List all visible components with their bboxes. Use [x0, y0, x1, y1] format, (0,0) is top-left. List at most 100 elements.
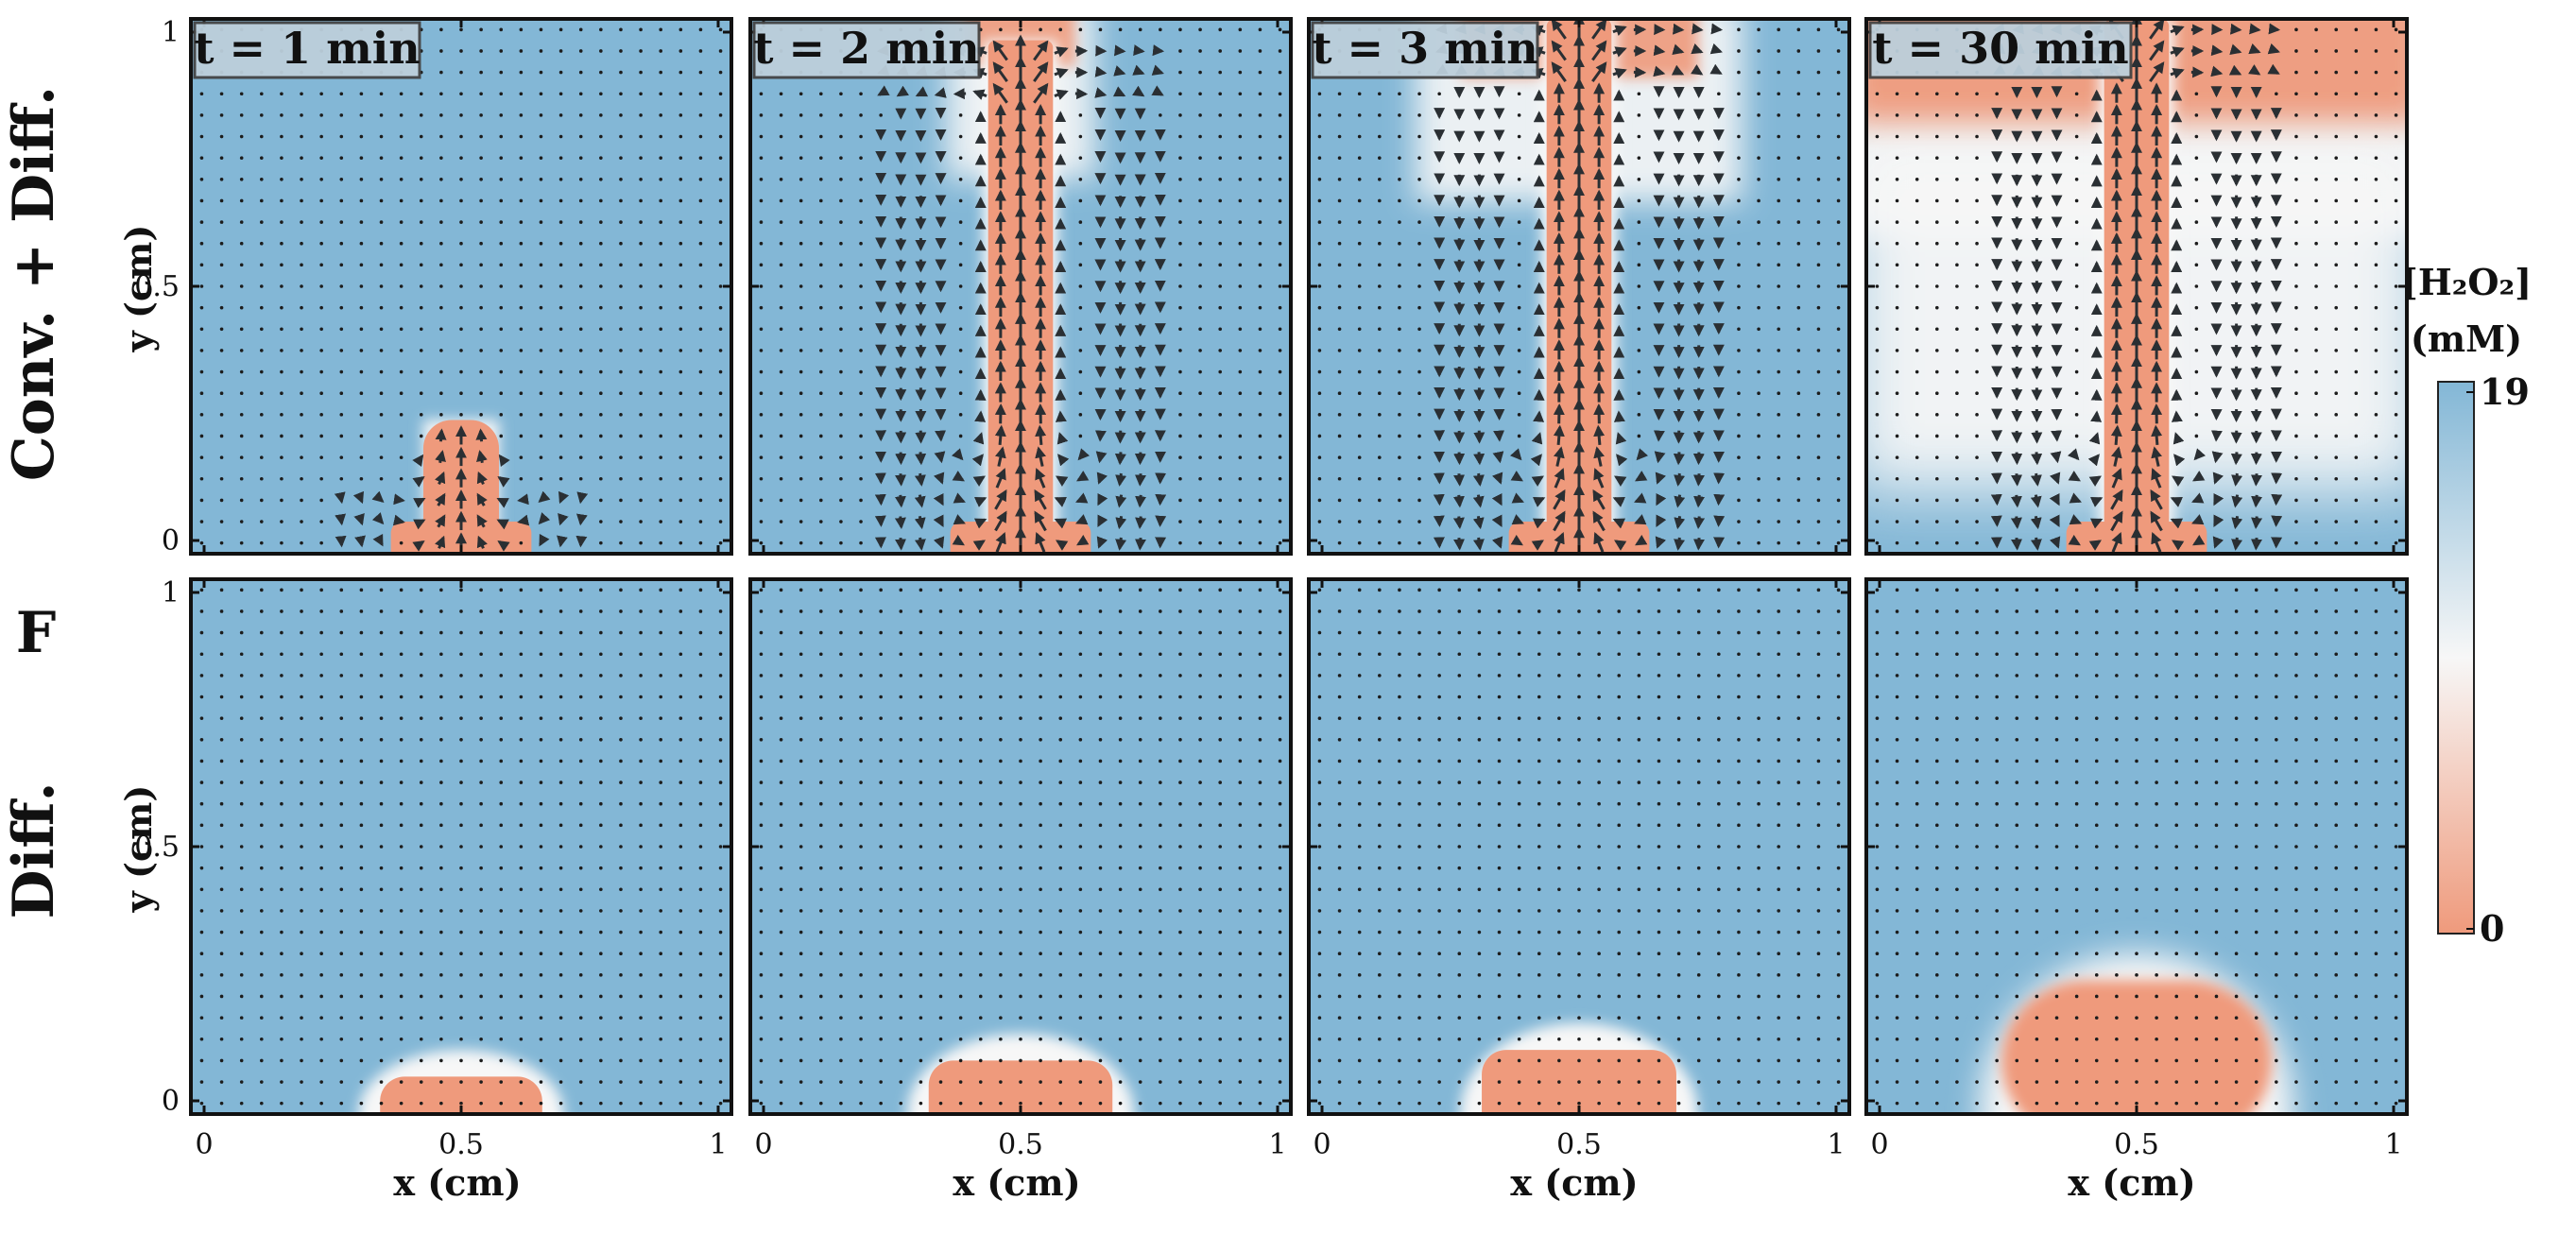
velocity-dot [239, 1016, 244, 1020]
velocity-dot [2374, 178, 2379, 181]
velocity-dot [1717, 674, 1721, 678]
velocity-dot [239, 349, 244, 352]
velocity-dot [439, 930, 443, 935]
velocity-dot [1497, 866, 1502, 870]
velocity-dot [1757, 588, 1760, 592]
velocity-dot [558, 609, 563, 613]
velocity-dot [1875, 369, 1880, 374]
velocity-dot [1517, 241, 1521, 246]
velocity-dot [379, 695, 384, 699]
velocity-dot [1437, 952, 1441, 955]
velocity-dot [1875, 178, 1880, 181]
velocity-dot [1078, 630, 1083, 635]
velocity-dot [859, 520, 863, 523]
velocity-dot [1757, 134, 1760, 139]
velocity-dot [859, 1101, 863, 1106]
velocity-dot [1895, 780, 1899, 784]
velocity-dot [1637, 434, 1641, 438]
velocity-dot [499, 1016, 504, 1020]
velocity-dot [479, 759, 483, 763]
velocity-dot [1975, 92, 1979, 96]
velocity-dot [419, 845, 423, 849]
velocity-dot [1517, 198, 1521, 203]
velocity-dot [1557, 1037, 1561, 1041]
velocity-dot [439, 49, 443, 53]
velocity-dot [199, 695, 204, 699]
velocity-arrow [1531, 540, 1544, 551]
velocity-dot [1238, 1080, 1243, 1084]
velocity-dot [1816, 1058, 1821, 1063]
velocity-dot [359, 759, 364, 763]
velocity-dot [659, 391, 662, 396]
velocity-dot [759, 263, 764, 267]
velocity-dot [1517, 349, 1521, 352]
velocity-dot [2334, 284, 2338, 288]
velocity-arrow [1094, 87, 1108, 98]
velocity-dot [2334, 540, 2338, 545]
velocity-arrow [1591, 40, 1607, 61]
velocity-dot [359, 327, 364, 332]
velocity-dot [718, 695, 723, 699]
velocity-dot [1238, 284, 1243, 288]
velocity-dot [1417, 630, 1421, 635]
velocity-dot [219, 630, 224, 635]
velocity-dot [199, 498, 204, 503]
velocity-dot [399, 759, 404, 763]
velocity-dot [499, 1037, 504, 1041]
velocity-dot [1178, 434, 1182, 438]
velocity-dot [519, 540, 524, 545]
velocity-dot [1717, 823, 1721, 828]
velocity-dot [239, 498, 244, 503]
velocity-dot [1696, 716, 1701, 720]
velocity-dot [978, 909, 983, 913]
velocity-dot [1895, 391, 1899, 396]
velocity-dot [1875, 887, 1880, 892]
velocity-dot [1875, 630, 1880, 635]
velocity-dot [2194, 369, 2199, 374]
velocity-dot [239, 327, 244, 332]
velocity-dot [1337, 952, 1342, 955]
velocity-dot [399, 540, 404, 545]
velocity-dot [419, 1016, 423, 1020]
velocity-dot [1935, 738, 1939, 742]
velocity-dot [1676, 973, 1681, 977]
velocity-dot [1417, 305, 1421, 310]
velocity-dot [1637, 391, 1641, 396]
velocity-dot [799, 909, 803, 913]
velocity-dot [280, 349, 283, 352]
velocity-dot [1417, 845, 1421, 849]
velocity-dot [779, 198, 783, 203]
velocity-dot [2334, 220, 2338, 224]
velocity-arrow [994, 489, 1007, 510]
velocity-dot [379, 588, 384, 592]
velocity-dot [1597, 1037, 1601, 1041]
velocity-dot [199, 391, 204, 396]
velocity-dot [718, 759, 723, 763]
velocity-dot [219, 1016, 224, 1020]
velocity-dot [1398, 349, 1401, 352]
velocity-arrow [1612, 46, 1627, 58]
velocity-dot [1098, 609, 1103, 613]
velocity-dot [300, 113, 303, 117]
velocity-dot [239, 134, 244, 139]
velocity-dot [558, 92, 563, 96]
velocity-dot [819, 738, 823, 742]
velocity-dot [1577, 1058, 1581, 1063]
velocity-dot [319, 738, 323, 742]
velocity-dot [1796, 780, 1801, 784]
velocity-dot [1597, 994, 1601, 999]
velocity-dot [439, 92, 443, 96]
velocity-arrow [435, 471, 446, 486]
velocity-dot [459, 887, 463, 892]
velocity-dot [379, 1101, 384, 1106]
velocity-arrow [1453, 538, 1466, 551]
velocity-dot [819, 609, 823, 613]
velocity-dot [339, 909, 344, 913]
velocity-dot [879, 695, 883, 699]
velocity-dot [1796, 952, 1801, 955]
velocity-dot [1915, 609, 1919, 613]
velocity-dot [260, 413, 264, 417]
velocity-dot [578, 391, 583, 396]
velocity-dot [958, 973, 963, 977]
velocity-dot [1676, 1080, 1681, 1084]
